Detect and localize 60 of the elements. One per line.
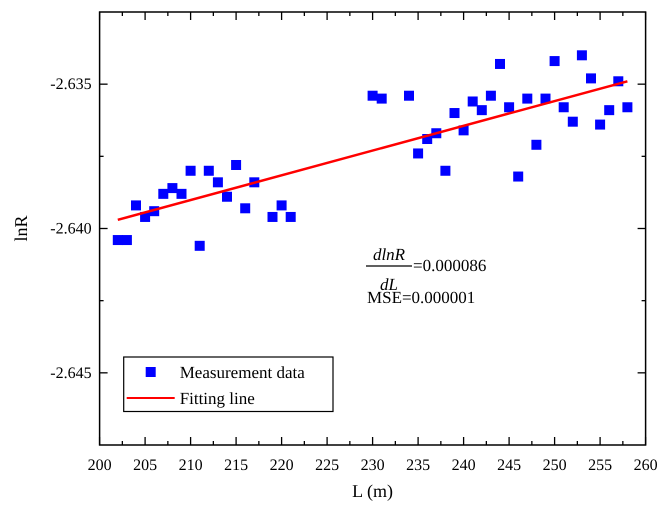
- point: [450, 108, 460, 118]
- point: [504, 102, 514, 112]
- x-tick-label: 200: [88, 457, 112, 474]
- point: [586, 73, 596, 84]
- x-tick-label: 245: [497, 457, 522, 474]
- point: [286, 212, 296, 222]
- point: [186, 166, 196, 176]
- point: [476, 105, 487, 116]
- point: [368, 90, 378, 101]
- point: [204, 166, 214, 176]
- point: [240, 203, 250, 214]
- point: [276, 200, 287, 210]
- point: [558, 102, 569, 112]
- point: [531, 140, 542, 150]
- point: [212, 177, 223, 188]
- point: [604, 105, 614, 116]
- x-tick-label: 215: [224, 457, 248, 474]
- x-tick-label: 230: [360, 457, 385, 474]
- point: [376, 94, 387, 104]
- point: [131, 200, 141, 210]
- legend-label: Fitting line: [180, 389, 255, 408]
- point: [550, 56, 560, 66]
- point: [513, 172, 524, 182]
- point: [576, 50, 587, 60]
- point: [522, 94, 532, 104]
- annotation: =0.000086: [413, 256, 486, 275]
- x-tick-label: 225: [315, 457, 340, 474]
- point: [595, 120, 606, 130]
- point: [468, 96, 478, 106]
- point: [486, 90, 496, 101]
- x-tick-label: 250: [542, 457, 567, 474]
- x-tick-label: 205: [133, 457, 158, 474]
- legend-label: Measurement data: [180, 363, 306, 382]
- point: [231, 160, 242, 170]
- point: [495, 58, 505, 69]
- point: [194, 240, 205, 251]
- point: [413, 148, 424, 158]
- y-tick-label: -2.640: [50, 220, 92, 238]
- x-tick-label: 260: [634, 457, 658, 474]
- point: [568, 116, 578, 127]
- x-axis-title: L (m): [352, 481, 394, 501]
- point: [404, 90, 414, 101]
- x-tick-label: 255: [588, 457, 612, 474]
- x-tick-label: 235: [406, 457, 430, 474]
- y-tick-label: -2.645: [50, 364, 92, 382]
- point: [167, 183, 178, 194]
- point: [176, 188, 186, 199]
- point: [112, 235, 123, 246]
- point: [222, 192, 232, 202]
- point: [440, 166, 450, 176]
- point: [268, 212, 278, 222]
- point: [622, 102, 632, 112]
- x-tick-label: 210: [178, 457, 203, 474]
- point: [158, 188, 168, 199]
- y-axis-title: lnR: [11, 215, 31, 242]
- x-tick-label: 220: [270, 457, 294, 474]
- annotation: dlnR: [372, 245, 406, 264]
- y-tick-label: -2.635: [50, 76, 92, 94]
- point: [122, 235, 132, 246]
- x-tick-label: 240: [452, 457, 476, 474]
